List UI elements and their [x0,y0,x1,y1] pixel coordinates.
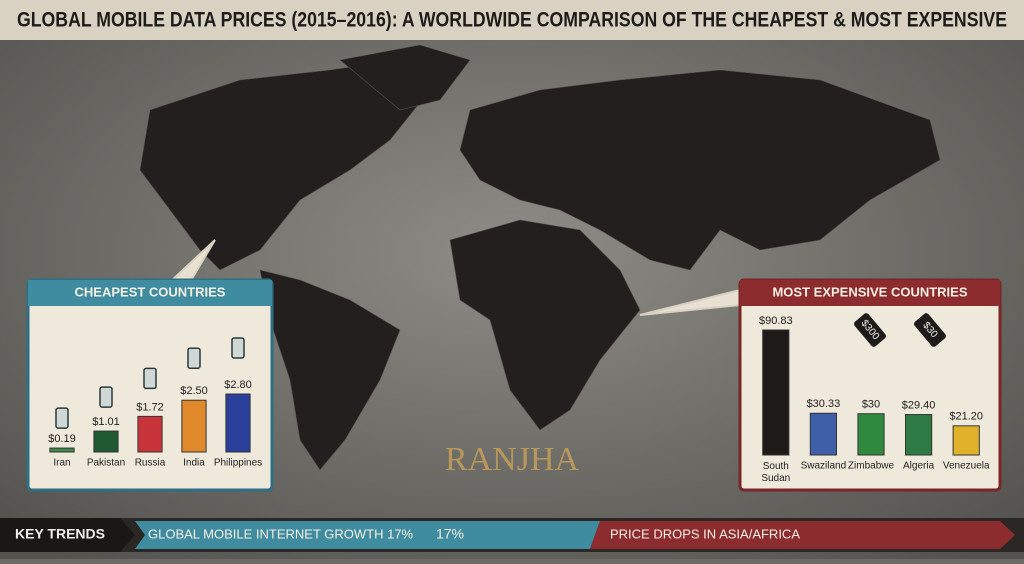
bar [93,430,119,453]
category-label: Zimbabwe [848,461,895,472]
category-line: Sudan [761,473,790,484]
bar [181,399,207,453]
category-label: Russia [135,458,166,469]
value-label: $29.40 [902,399,936,411]
category-label: India [183,458,205,469]
category-label: Philippines [214,458,262,469]
category-label: Swaziland [801,461,847,472]
bar [952,425,980,456]
phone-icon [55,407,69,429]
bar [809,412,837,456]
value-label: $1.01 [92,416,120,428]
bar [225,393,251,453]
panel-title: CHEAPEST COUNTRIES [75,284,226,299]
category-label: Algeria [903,461,935,472]
category-label: Pakistan [87,458,125,469]
tag-body [854,313,886,347]
price-tag: $300 [854,313,886,347]
category-line: South [763,461,789,472]
value-label: $90.83 [759,315,793,327]
bar [49,447,75,453]
bar [857,413,885,456]
trends-label-bg [0,518,135,552]
phone-icon [187,347,201,369]
growth-band [135,521,600,549]
price-tag: $30 [914,313,946,347]
brand: RANJHA [445,441,580,478]
bar [905,414,933,456]
page-title: GLOBAL MOBILE DATA PRICES (2015–2016): A… [17,9,1007,32]
category-label: South Sudan [761,461,790,484]
value-label: $30.33 [807,398,841,410]
growth-value: 17% [436,526,464,542]
phone-icon [231,337,245,359]
phone-icon [143,367,157,390]
panel-header [28,280,272,306]
phone-icon [99,386,113,408]
category-label: Venezuela [943,461,990,472]
value-label: $1.72 [136,401,164,413]
value-label: $2.50 [180,385,208,397]
bar [762,329,790,456]
panel-title: MOST EXPENSIVE COUNTRIES [772,284,967,299]
bar [137,415,163,453]
title-band [0,0,1024,40]
panel-header [740,280,1000,306]
value-label: $30 [862,399,880,411]
value-label: $21.20 [949,411,983,423]
tag-body [914,313,946,347]
trends-label: KEY TRENDS [15,526,105,542]
value-label: $2.80 [224,379,252,391]
drops-text: PRICE DROPS IN ASIA/AFRICA [610,526,800,541]
drops-band [590,521,1015,549]
growth-text: GLOBAL MOBILE INTERNET GROWTH 17% [148,526,414,541]
category-label: Iran [53,458,70,469]
value-label: $0.19 [48,433,76,445]
